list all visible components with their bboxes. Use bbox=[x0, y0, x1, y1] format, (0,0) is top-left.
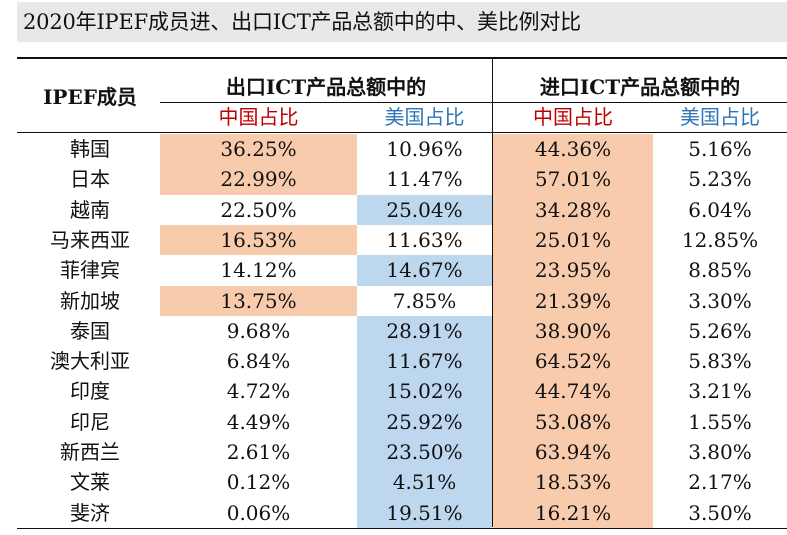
title-bar: 2020年IPEF成员进、出口ICT产品总额中的中、美比例对比 bbox=[17, 2, 787, 42]
import-us-share-cell: 5.83% bbox=[688, 349, 752, 373]
import-china-share-cell: 21.39% bbox=[493, 286, 653, 316]
import-china-share-cell: 38.90% bbox=[493, 316, 653, 346]
export-us-share-cell: 10.96% bbox=[386, 137, 463, 161]
export-china-share-cell: 36.25% bbox=[160, 134, 357, 164]
export-china-share-cell: 22.99% bbox=[160, 164, 357, 195]
member-name: 澳大利亚 bbox=[50, 349, 130, 373]
export-china-share-header: 中国占比 bbox=[218, 105, 299, 129]
member-name: 泰国 bbox=[70, 319, 110, 343]
import-us-share-cell: 3.80% bbox=[688, 440, 752, 464]
import-us-share-cell: 5.26% bbox=[688, 319, 752, 343]
export-us-share-cell: 11.67% bbox=[357, 346, 492, 376]
export-china-share-cell: 22.50% bbox=[220, 198, 297, 222]
export-china-share-cell: 0.06% bbox=[226, 501, 291, 525]
import-us-share-cell: 3.30% bbox=[688, 289, 752, 313]
export-group-underline bbox=[160, 102, 492, 103]
import-group-underline bbox=[493, 102, 787, 103]
import-us-share-cell: 3.50% bbox=[688, 501, 752, 525]
member-name: 斐济 bbox=[70, 501, 110, 525]
export-china-share-cell: 14.12% bbox=[220, 258, 297, 282]
import-china-share-cell: 25.01% bbox=[493, 225, 653, 255]
import-us-share-cell: 2.17% bbox=[688, 470, 752, 494]
export-china-share-cell: 0.12% bbox=[226, 470, 291, 494]
member-column-header: IPEF成员 bbox=[43, 85, 137, 109]
import-china-share-cell: 34.28% bbox=[493, 195, 653, 225]
import-china-share-cell: 44.74% bbox=[493, 376, 653, 407]
member-name: 文莱 bbox=[70, 470, 110, 494]
import-china-share-cell: 57.01% bbox=[493, 164, 653, 195]
member-name: 印度 bbox=[70, 379, 110, 403]
import-china-share-header: 中国占比 bbox=[533, 105, 613, 129]
member-name: 马来西亚 bbox=[50, 228, 130, 252]
import-us-share-cell: 12.85% bbox=[681, 228, 759, 252]
export-china-share-cell: 2.61% bbox=[226, 440, 291, 464]
member-name: 印尼 bbox=[70, 410, 110, 434]
import-china-share-cell: 53.08% bbox=[493, 407, 653, 437]
import-china-share-cell: 18.53% bbox=[493, 467, 653, 498]
import-us-share-cell: 8.85% bbox=[688, 258, 752, 282]
member-name: 新加坡 bbox=[60, 289, 120, 313]
import-china-share-cell: 23.95% bbox=[493, 255, 653, 286]
table-bottom-rule bbox=[17, 528, 787, 529]
import-group-header: 进口ICT产品总额中的 bbox=[539, 75, 741, 99]
import-us-share-header: 美国占比 bbox=[680, 105, 760, 129]
export-us-share-cell: 23.50% bbox=[357, 437, 492, 467]
import-us-share-cell: 5.23% bbox=[688, 167, 752, 191]
export-us-share-cell: 14.67% bbox=[357, 255, 492, 286]
import-china-share-cell: 64.52% bbox=[493, 346, 653, 376]
export-us-share-cell: 4.51% bbox=[357, 467, 492, 498]
member-name: 韩国 bbox=[70, 137, 110, 161]
import-china-share-cell: 44.36% bbox=[493, 134, 653, 164]
export-us-share-cell: 19.51% bbox=[357, 498, 492, 528]
import-us-share-cell: 1.55% bbox=[688, 410, 752, 434]
export-group-header: 出口ICT产品总额中的 bbox=[225, 75, 427, 99]
member-name: 日本 bbox=[70, 167, 110, 191]
export-china-share-cell: 16.53% bbox=[160, 225, 357, 255]
header-bottom-rule bbox=[17, 132, 787, 133]
export-us-share-cell: 25.04% bbox=[357, 195, 492, 225]
export-us-share-cell: 28.91% bbox=[357, 316, 492, 346]
export-us-share-cell: 15.02% bbox=[357, 376, 492, 407]
import-china-share-cell: 16.21% bbox=[493, 498, 653, 528]
member-name: 越南 bbox=[70, 198, 110, 222]
export-china-share-cell: 6.84% bbox=[226, 349, 291, 373]
export-china-share-cell: 4.72% bbox=[226, 379, 291, 403]
export-china-share-cell: 4.49% bbox=[226, 410, 291, 434]
export-us-share-cell: 11.63% bbox=[386, 228, 463, 252]
member-name: 新西兰 bbox=[60, 440, 120, 464]
import-china-share-cell: 63.94% bbox=[493, 437, 653, 467]
table-top-rule bbox=[17, 57, 787, 59]
export-us-share-cell: 7.85% bbox=[392, 289, 457, 313]
member-name: 菲律宾 bbox=[60, 258, 120, 282]
export-us-share-cell: 25.92% bbox=[357, 407, 492, 437]
page-title: 2020年IPEF成员进、出口ICT产品总额中的中、美比例对比 bbox=[23, 10, 581, 34]
import-us-share-cell: 5.16% bbox=[688, 137, 752, 161]
import-us-share-cell: 6.04% bbox=[688, 198, 752, 222]
export-us-share-cell: 11.47% bbox=[386, 167, 463, 191]
export-china-share-cell: 13.75% bbox=[160, 286, 357, 316]
export-china-share-cell: 9.68% bbox=[226, 319, 291, 343]
column-divider bbox=[492, 58, 493, 527]
import-us-share-cell: 3.21% bbox=[688, 379, 752, 403]
export-us-share-header: 美国占比 bbox=[384, 105, 465, 129]
